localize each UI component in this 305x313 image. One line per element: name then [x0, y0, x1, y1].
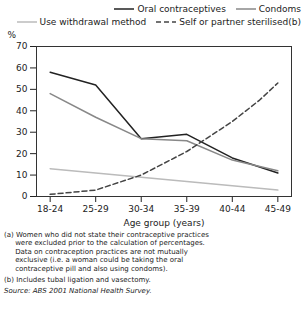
html-text:Condoms: Condoms: [258, 4, 301, 14]
svg-text:Age group (years): Age group (years): [123, 218, 204, 228]
html-text:Self or partner sterilised(b): Self or partner sterilised(b): [179, 17, 301, 27]
svg-text:45-49: 45-49: [265, 204, 291, 214]
svg-text:50: 50: [16, 84, 28, 94]
html-text:Use withdrawal method: Use withdrawal method: [39, 17, 147, 27]
svg-text:10: 10: [16, 170, 28, 180]
svg-text:60: 60: [16, 63, 28, 73]
svg-text:40: 40: [16, 106, 28, 116]
svg-text:18-24: 18-24: [37, 204, 63, 214]
svg-text:20: 20: [16, 149, 28, 159]
svg-text:0: 0: [22, 191, 28, 201]
svg-text:30: 30: [16, 127, 28, 137]
html-text:Oral contraceptives: Oral contraceptives: [137, 4, 226, 14]
html-text:(b) Includes tubal ligation an: (b) Includes tubal ligation and vasectom…: [4, 276, 151, 284]
svg-text:%: %: [8, 30, 17, 40]
html-text:(a) Women who did not state th: (a) Women who did not state their contra…: [4, 231, 209, 273]
svg-text:35-39: 35-39: [174, 204, 200, 214]
svg-text:40-44: 40-44: [219, 204, 245, 214]
html-text:Source: ABS 2001 National Heal: Source: ABS 2001 National Health Survey.: [4, 287, 152, 296]
svg-text:25-29: 25-29: [83, 204, 109, 214]
svg-text:70: 70: [16, 41, 28, 51]
svg-text:30-34: 30-34: [128, 204, 154, 214]
